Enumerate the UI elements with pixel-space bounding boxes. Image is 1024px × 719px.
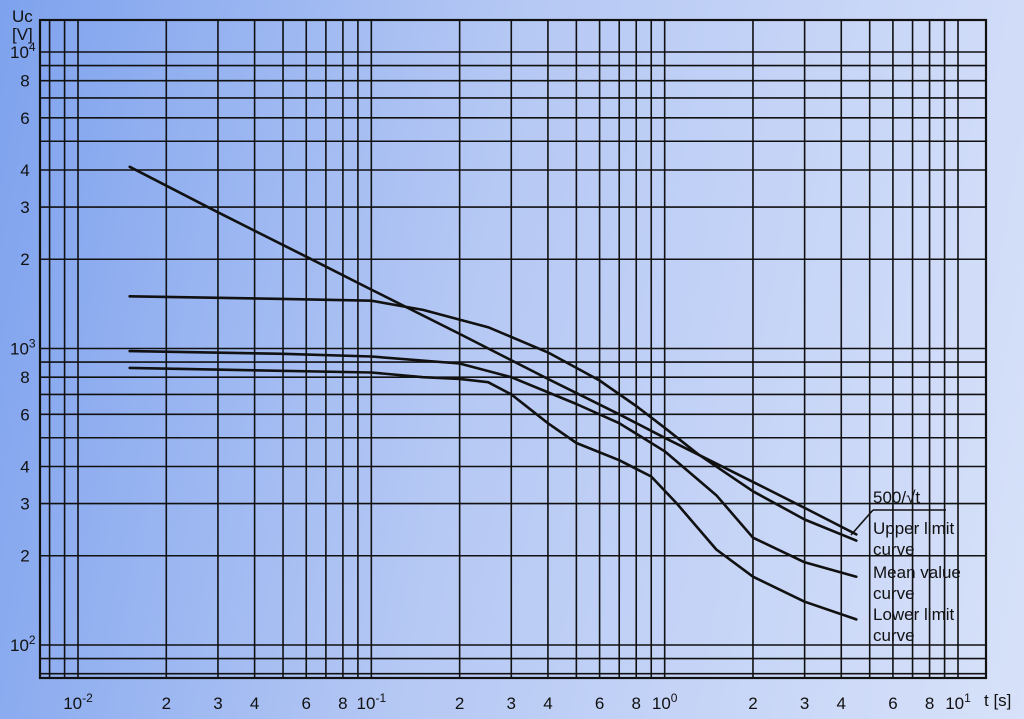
y-axis-label-line2: [V] xyxy=(12,25,33,44)
x-tick-label: 3 xyxy=(800,694,809,713)
curve-label-line: Upper limit xyxy=(873,519,955,538)
x-axis-label: t [s] xyxy=(984,691,1011,710)
curve-label-line: Lower limit xyxy=(873,605,955,624)
x-tick-label: 8 xyxy=(925,694,934,713)
x-tick-label: 100 xyxy=(652,691,678,713)
y-tick-label: 6 xyxy=(20,109,29,128)
x-tick-label: 2 xyxy=(455,694,464,713)
y-tick-label: 8 xyxy=(20,368,29,387)
x-tick-label: 4 xyxy=(250,694,259,713)
y-axis-label-line1: Uc xyxy=(12,7,33,26)
y-tick-label: 4 xyxy=(20,161,29,180)
curve-mean-value xyxy=(128,349,858,579)
curve-label-line: curve xyxy=(873,540,915,559)
y-tick-label: 3 xyxy=(20,198,29,217)
curve-label-line: curve xyxy=(873,584,915,603)
x-tick-label: 8 xyxy=(338,694,347,713)
curve-label-line: 500/√t xyxy=(873,488,920,507)
x-tick-label: 101 xyxy=(945,691,971,713)
x-tick-label: 4 xyxy=(837,694,846,713)
x-tick-label: 4 xyxy=(543,694,552,713)
x-tick-label: 10-2 xyxy=(63,691,93,713)
x-tick-label: 10-1 xyxy=(357,691,387,713)
curve-label-line: Mean value xyxy=(873,563,961,582)
x-tick-label: 3 xyxy=(213,694,222,713)
curve-upper-limit xyxy=(128,294,858,542)
y-tick-label: 3 xyxy=(20,495,29,514)
plot-frame xyxy=(38,18,988,680)
y-tick-label: 2 xyxy=(20,250,29,269)
x-tick-label: 6 xyxy=(302,694,311,713)
x-tick-label: 8 xyxy=(632,694,641,713)
curve-label-line: curve xyxy=(873,626,915,645)
label-mean-value: Mean value curve xyxy=(873,563,961,603)
x-tick-label: 2 xyxy=(162,694,171,713)
label-leader-line xyxy=(850,509,874,536)
curves xyxy=(128,165,858,621)
x-tick-label: 2 xyxy=(748,694,757,713)
label-lower-limit: Lower limit curve xyxy=(873,605,955,645)
label-500-over-sqrt-t: 500/√t xyxy=(850,488,946,536)
x-tick-label: 6 xyxy=(595,694,604,713)
y-tick-label: 103 xyxy=(10,337,36,359)
x-tick-label: 3 xyxy=(507,694,516,713)
curve-500-over-sqrt-t xyxy=(128,165,858,536)
y-tick-label: 6 xyxy=(20,405,29,424)
y-tick-label: 102 xyxy=(10,633,36,655)
x-tick-label: 6 xyxy=(888,694,897,713)
y-tick-label: 8 xyxy=(20,72,29,91)
curve-lower-limit xyxy=(128,366,858,621)
grid-lines xyxy=(40,20,986,678)
label-upper-limit: Upper limit curve xyxy=(873,519,955,559)
y-tick-label: 2 xyxy=(20,547,29,566)
y-tick-label: 4 xyxy=(20,457,29,476)
